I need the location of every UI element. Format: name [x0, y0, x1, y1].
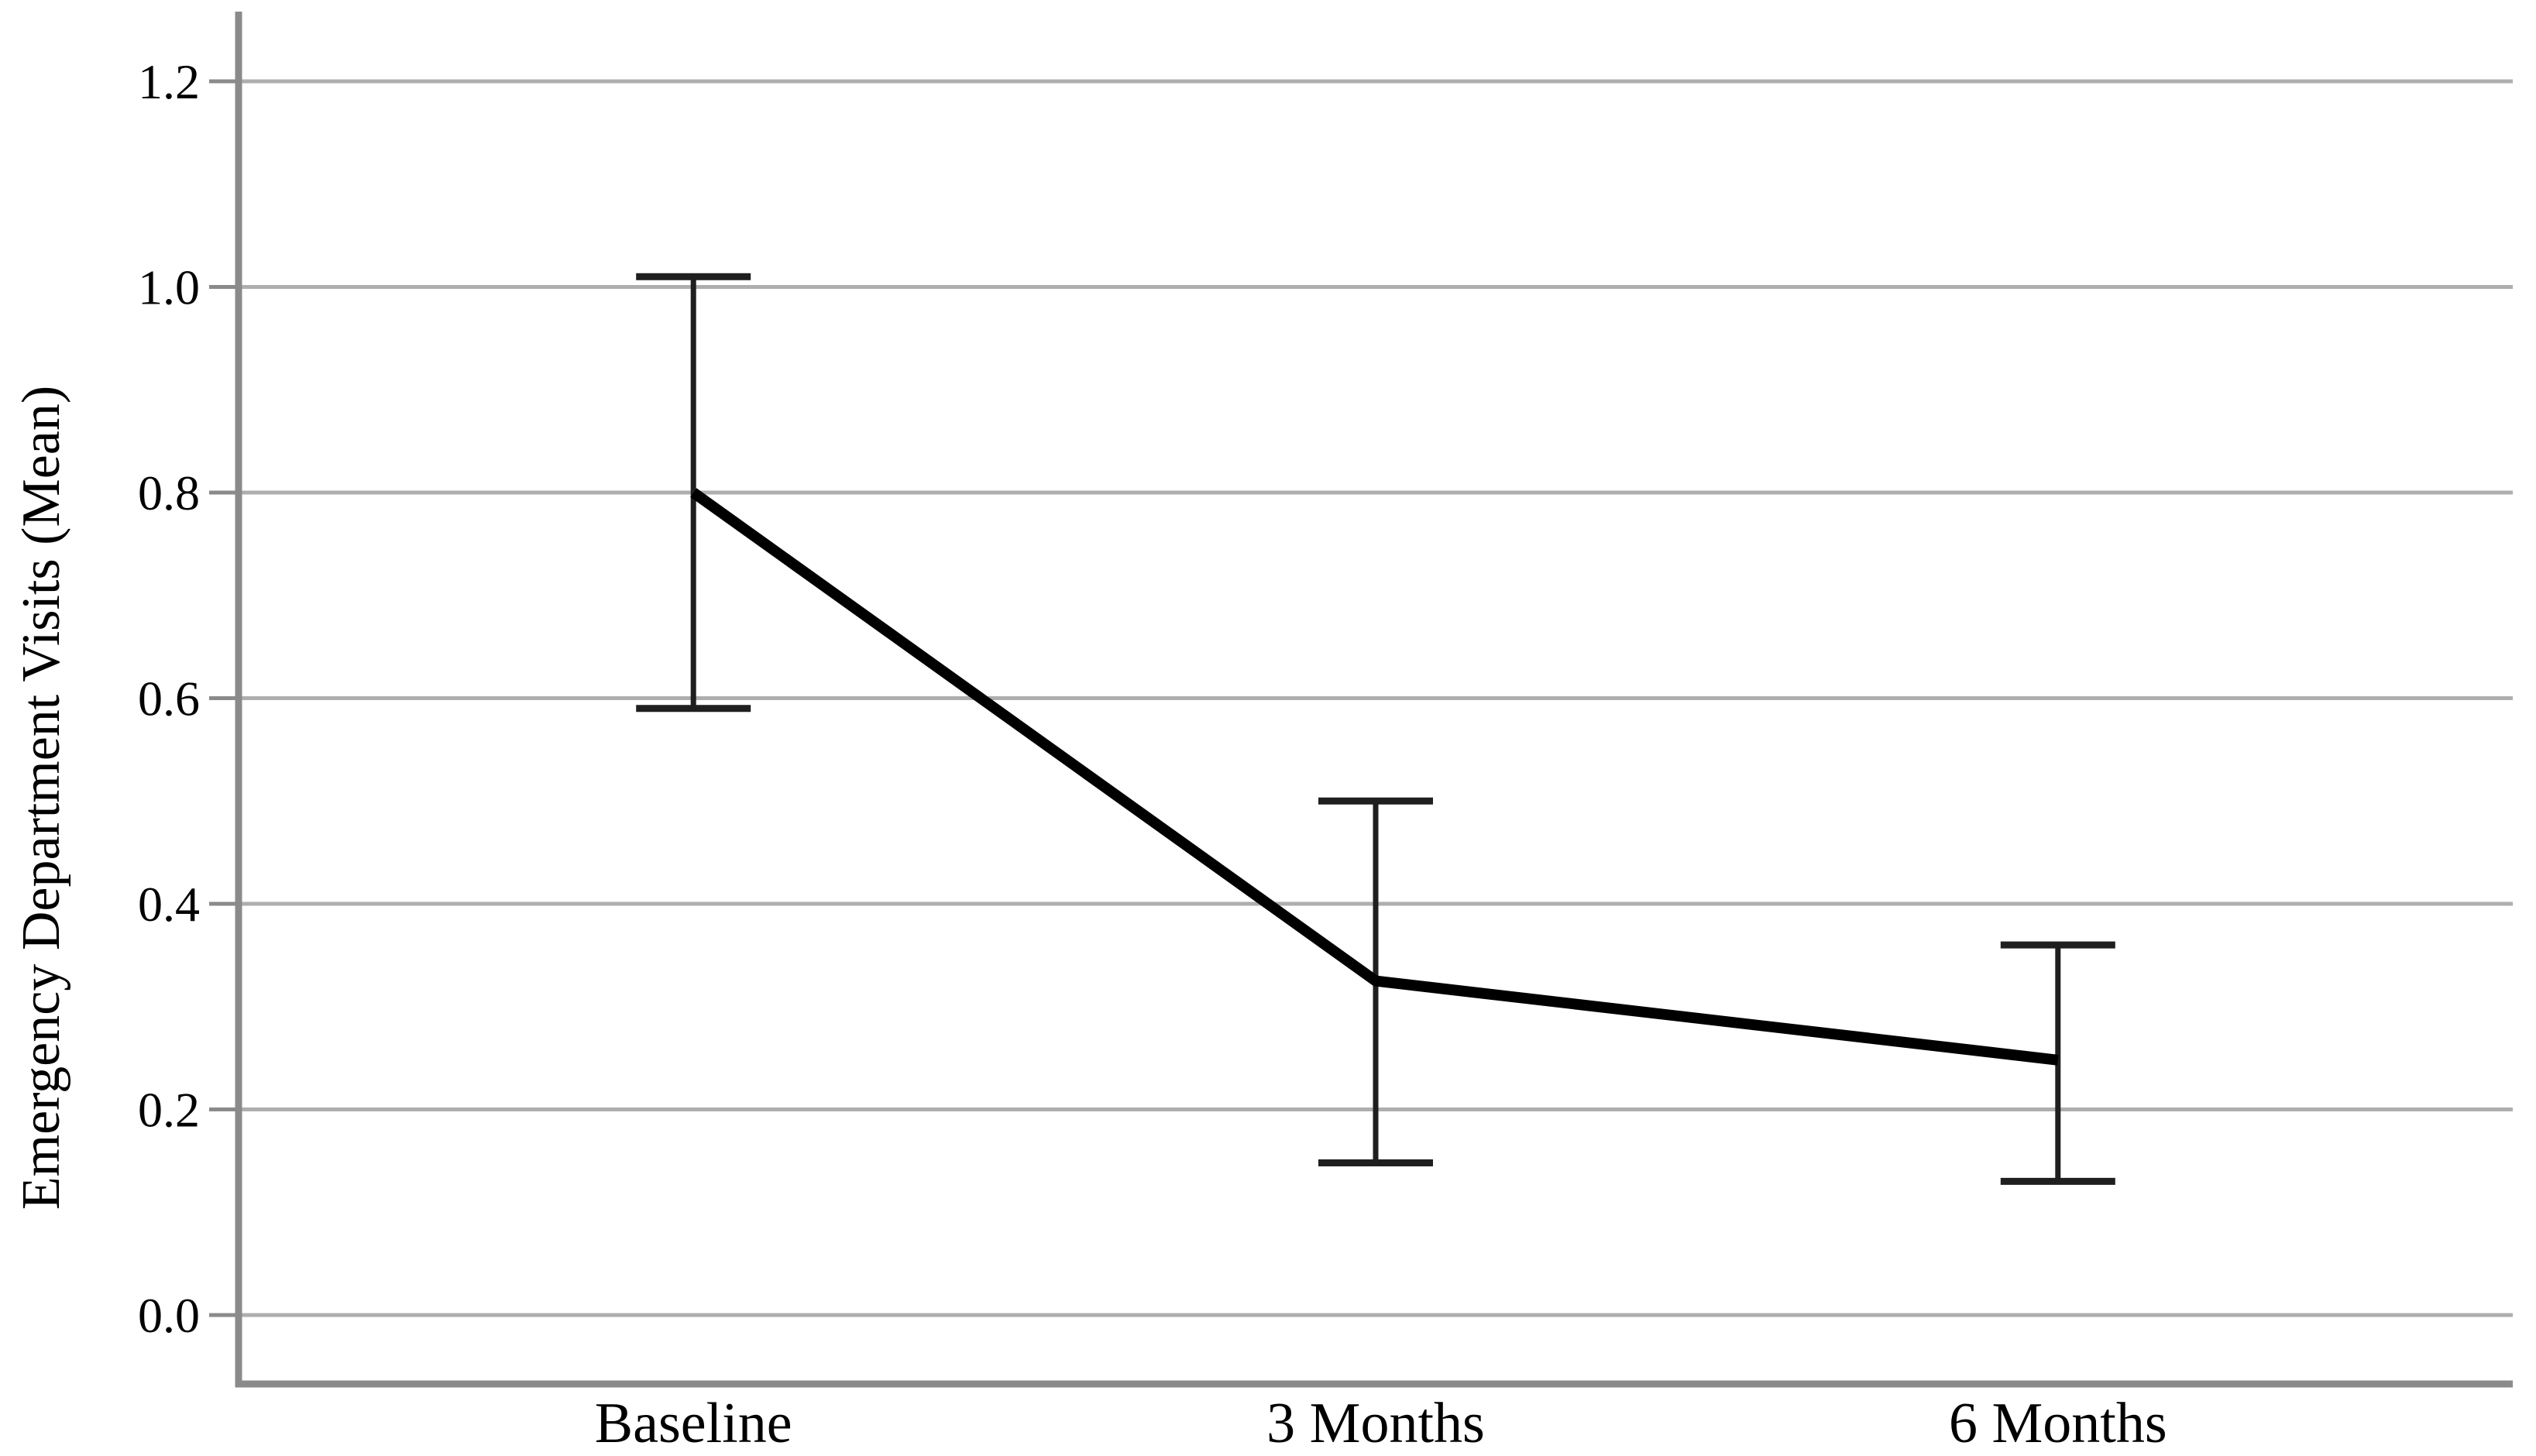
- x-axis-label: 3 Months: [1266, 1392, 1485, 1455]
- y-tick-label: 0.8: [138, 465, 200, 520]
- y-tick-label: 0.0: [138, 1288, 200, 1343]
- y-tick-label: 0.2: [138, 1082, 200, 1137]
- y-tick-label: 0.6: [138, 671, 200, 726]
- y-tick-label: 1.0: [138, 259, 200, 314]
- y-tick-label: 0.4: [138, 877, 200, 932]
- y-tick-label: 1.2: [138, 54, 200, 109]
- x-axis-label: 6 Months: [1949, 1392, 2167, 1455]
- x-axis-label: Baseline: [595, 1392, 792, 1455]
- series-line: [690, 488, 2059, 1066]
- y-axis-title: Emergency Department Visits (Mean): [12, 386, 71, 1210]
